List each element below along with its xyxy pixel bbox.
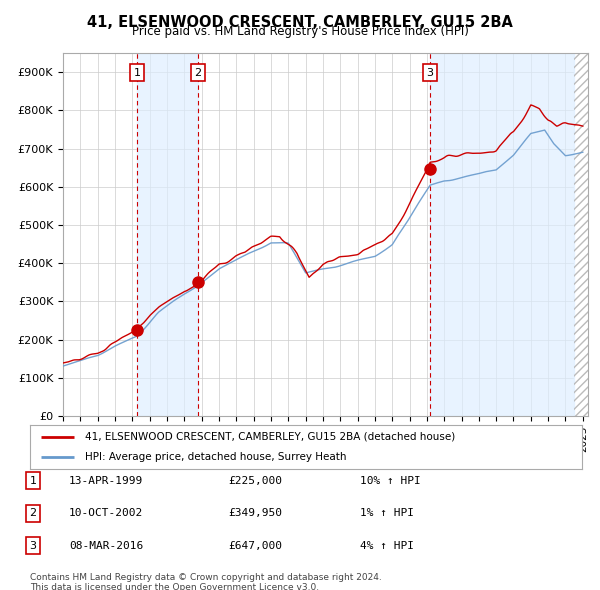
Bar	[430, 53, 574, 416]
Bar	[574, 53, 588, 416]
Text: 3: 3	[427, 68, 434, 78]
Text: 3: 3	[29, 541, 37, 550]
Text: 2: 2	[29, 509, 37, 518]
Bar	[574, 53, 588, 416]
Text: 1% ↑ HPI: 1% ↑ HPI	[360, 509, 414, 518]
Text: £349,950: £349,950	[228, 509, 282, 518]
Text: 1: 1	[29, 476, 37, 486]
Text: £225,000: £225,000	[228, 476, 282, 486]
Text: 2: 2	[194, 68, 202, 78]
Text: Price paid vs. HM Land Registry's House Price Index (HPI): Price paid vs. HM Land Registry's House …	[131, 25, 469, 38]
Text: HPI: Average price, detached house, Surrey Heath: HPI: Average price, detached house, Surr…	[85, 452, 347, 462]
Bar	[137, 53, 198, 416]
Text: 10% ↑ HPI: 10% ↑ HPI	[360, 476, 421, 486]
Text: This data is licensed under the Open Government Licence v3.0.: This data is licensed under the Open Gov…	[30, 583, 319, 590]
Text: 41, ELSENWOOD CRESCENT, CAMBERLEY, GU15 2BA (detached house): 41, ELSENWOOD CRESCENT, CAMBERLEY, GU15 …	[85, 432, 455, 442]
Text: 13-APR-1999: 13-APR-1999	[69, 476, 143, 486]
Text: 4% ↑ HPI: 4% ↑ HPI	[360, 541, 414, 550]
Text: £647,000: £647,000	[228, 541, 282, 550]
Text: 41, ELSENWOOD CRESCENT, CAMBERLEY, GU15 2BA: 41, ELSENWOOD CRESCENT, CAMBERLEY, GU15 …	[87, 15, 513, 30]
Text: Contains HM Land Registry data © Crown copyright and database right 2024.: Contains HM Land Registry data © Crown c…	[30, 573, 382, 582]
Text: 08-MAR-2016: 08-MAR-2016	[69, 541, 143, 550]
Text: 1: 1	[134, 68, 140, 78]
Text: 10-OCT-2002: 10-OCT-2002	[69, 509, 143, 518]
